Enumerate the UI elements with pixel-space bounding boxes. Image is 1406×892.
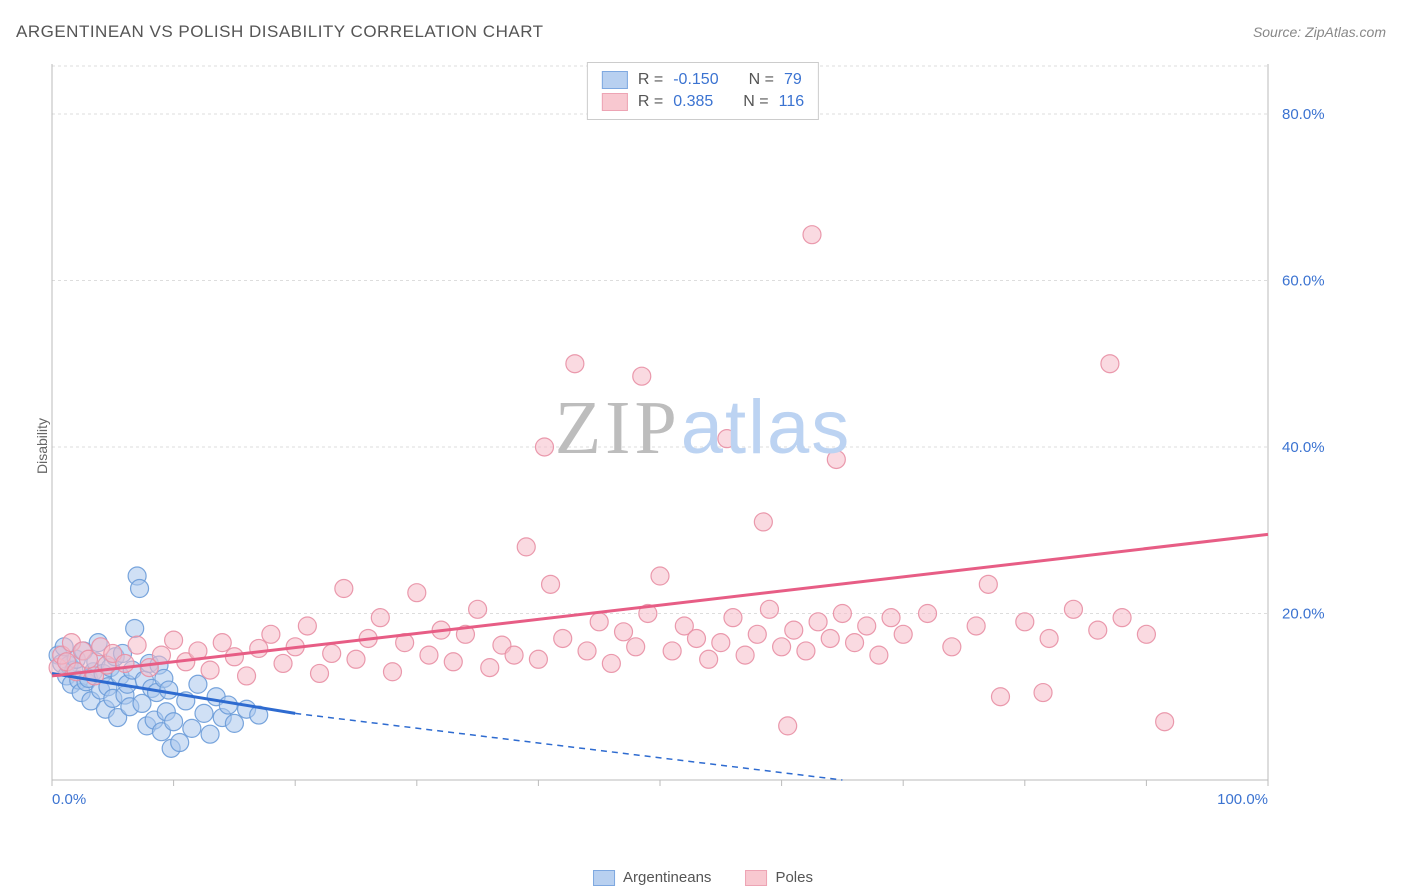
n-label: N = [749,71,774,89]
n-value-argentineans: 79 [784,71,802,89]
stats-legend-box: R = -0.150 N = 79 R = 0.385 N = 116 [587,62,819,120]
source-attribution: Source: ZipAtlas.com [1253,24,1386,40]
r-label: R = [638,71,663,89]
swatch-argentineans [602,71,628,89]
n-label: N = [743,93,768,111]
r-value-argentineans: -0.150 [673,71,718,89]
svg-text:40.0%: 40.0% [1282,439,1325,456]
stats-row-argentineans: R = -0.150 N = 79 [602,69,804,91]
legend-swatch-argentineans [593,870,615,886]
chart-title: ARGENTINEAN VS POLISH DISABILITY CORRELA… [16,22,544,42]
r-value-poles: 0.385 [673,93,713,111]
legend-item-poles: Poles [745,869,813,886]
swatch-poles [602,93,628,111]
legend-bottom: Argentineans Poles [593,869,813,886]
r-label: R = [638,93,663,111]
legend-label-poles: Poles [775,869,813,886]
n-value-poles: 116 [779,93,805,111]
svg-text:20.0%: 20.0% [1282,605,1325,622]
legend-swatch-poles [745,870,767,886]
legend-item-argentineans: Argentineans [593,869,711,886]
scatter-chart: 0.0% 100.0% 20.0% 40.0% 60.0% 80.0% [46,58,1338,816]
svg-text:100.0%: 100.0% [1217,791,1268,808]
legend-label-argentineans: Argentineans [623,869,711,886]
svg-text:0.0%: 0.0% [52,791,86,808]
stats-row-poles: R = 0.385 N = 116 [602,91,804,113]
svg-text:80.0%: 80.0% [1282,106,1325,123]
svg-text:60.0%: 60.0% [1282,272,1325,289]
